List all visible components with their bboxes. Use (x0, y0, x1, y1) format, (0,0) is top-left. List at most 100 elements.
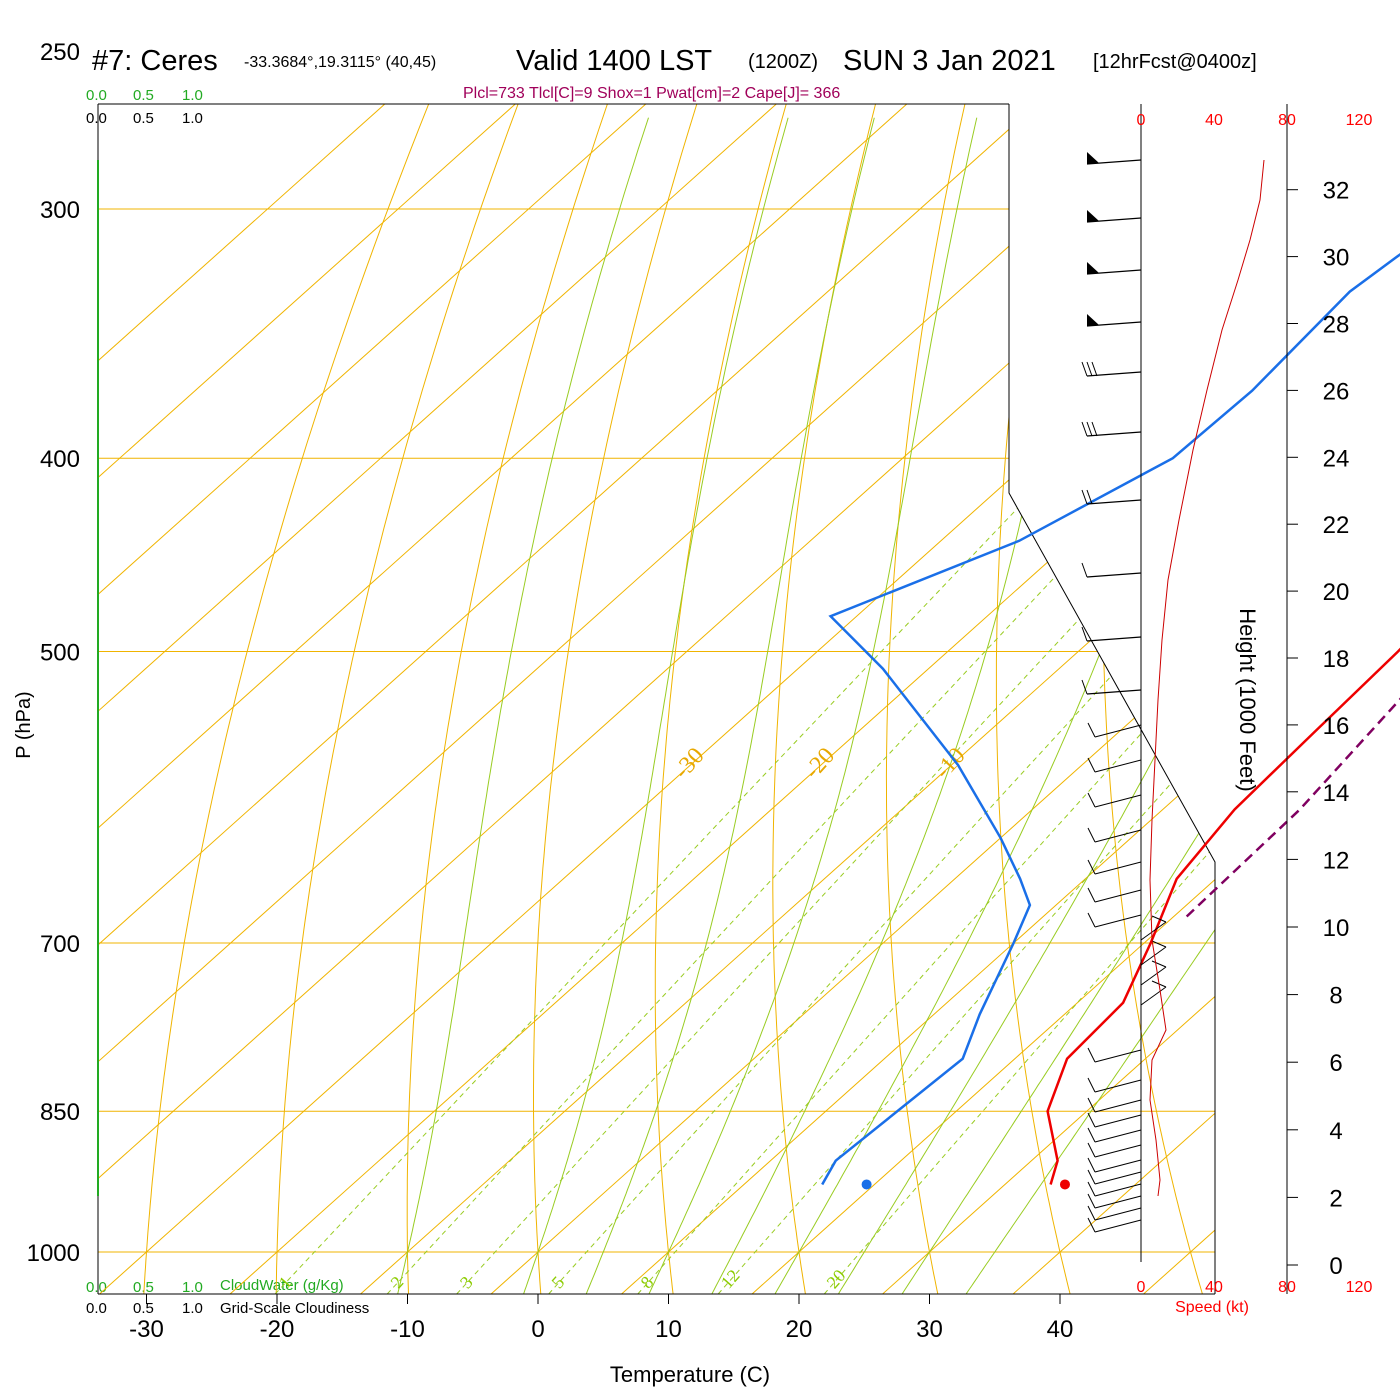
station-name: #7: Ceres (92, 45, 218, 77)
zulu-time: (1200Z) (748, 51, 818, 73)
temperature-line (1046, 647, 1400, 1185)
mixing-ratio-label: 20 (823, 1266, 850, 1293)
speed-axis-label: Speed (kt) (1175, 1299, 1249, 1316)
wind-barb-feather (1091, 361, 1098, 377)
wind-barb (1094, 1049, 1142, 1063)
wind-barb-flag (1087, 210, 1099, 222)
mixing-ratio-line (456, 478, 1211, 1294)
cloudiness-tick: 1.0 (182, 110, 203, 127)
x-axis: Temperature (C) -30 -20 -10 0 10 20 30 40 (129, 1294, 1073, 1387)
cloudiness-tick: 1.0 (182, 1300, 203, 1317)
wind-barb (1086, 269, 1142, 275)
wind-barb (1087, 792, 1096, 808)
wind-barb (1086, 572, 1142, 578)
wind-barb (1086, 371, 1142, 377)
wind-barb (1086, 217, 1142, 223)
dry-adiabat (1306, 104, 1400, 1294)
cloudwater-tick: 1.0 (182, 1279, 203, 1296)
dry-adiabat (275, 104, 519, 1294)
isotherms (98, 104, 1215, 1294)
wind-barb (1087, 1157, 1096, 1173)
wind-barb (1086, 499, 1142, 505)
mixing-ratio-label: 5 (548, 1272, 569, 1292)
height-tick-label: 32 (1323, 178, 1350, 205)
dry-adiabat (772, 104, 877, 1294)
isotherm (98, 104, 516, 1294)
wind-barb (1094, 889, 1142, 903)
height-tick-label: 14 (1323, 780, 1350, 807)
station-coords: -33.3684°,19.3115° (40,45) (244, 54, 436, 71)
wind-barb (1086, 636, 1142, 642)
wind-barb-feather (1081, 562, 1088, 578)
wind-barb (1087, 1097, 1096, 1113)
pressure-tick-label: 700 (40, 931, 80, 958)
wind-barb (1094, 724, 1142, 738)
height-tick-label: 10 (1323, 915, 1350, 942)
thermo-grid (98, 104, 1400, 1294)
wind-barb-feather (1081, 626, 1088, 642)
isotherm (98, 104, 777, 1294)
isotherm (751, 104, 1215, 1294)
isotherm (882, 104, 1215, 1294)
height-tick-label: 30 (1323, 245, 1350, 272)
wind-barb (1094, 1129, 1142, 1143)
speed-tick-label: 40 (1205, 112, 1223, 129)
wind-barb-feather (1086, 489, 1093, 505)
wind-barbs (1081, 152, 1167, 1233)
wind-barb-feather (1081, 489, 1088, 505)
wind-barb (1086, 159, 1142, 165)
speed-tick-label: 80 (1278, 112, 1296, 129)
height-tick-label: 0 (1329, 1253, 1342, 1280)
isotherm (490, 104, 1215, 1294)
moist-adiabat (901, 117, 1215, 1294)
height-tick-label: 28 (1323, 312, 1350, 339)
moist-adiabat (648, 117, 978, 1294)
y-axis: P (hPa) 250 300 400 500 700 850 1000 (13, 39, 80, 1267)
wind-barb-feather (1086, 361, 1093, 377)
cloud-scale-bottom: 0.0 0.5 1.0 CloudWater (g/Kg) 0.0 0.5 1.… (86, 1277, 369, 1317)
wind-barb (1094, 1207, 1142, 1221)
wind-barb-feather (1081, 361, 1088, 377)
wind-barb (1087, 1205, 1096, 1221)
dry-adiabat (995, 104, 1071, 1294)
pressure-tick-label: 1000 (27, 1240, 80, 1267)
wind-barb (1087, 1217, 1096, 1233)
speed-tick-label: 120 (1346, 112, 1373, 129)
parcel-line (1184, 697, 1400, 919)
height-tick-label: 12 (1323, 847, 1350, 874)
mixing-ratio-line (274, 478, 1046, 1294)
isotherm (229, 104, 1215, 1294)
height-tick-label: 16 (1323, 713, 1350, 740)
dry-adiabat (885, 104, 966, 1294)
forecast-date: SUN 3 Jan 2021 (843, 45, 1056, 77)
stability-indices: Plcl=733 Tlcl[C]=9 Shox=1 Pwat[cm]=2 Cap… (463, 85, 840, 102)
wind-barb (1140, 986, 1167, 1006)
mixing-ratio-label: 12 (717, 1266, 744, 1293)
moist-adiabat (837, 117, 1215, 1294)
wind-barb (1151, 915, 1167, 923)
dry-adiabat (654, 104, 787, 1294)
cloudwater-tick: 0.5 (133, 87, 154, 104)
isotherm-label: -20 (799, 743, 840, 784)
x-tick-label: 10 (655, 1316, 682, 1343)
moist-adiabat (711, 117, 1102, 1294)
wind-barb-feather (1086, 421, 1093, 437)
height-tick-label: 4 (1329, 1118, 1342, 1145)
height-tick-label: 20 (1323, 579, 1350, 606)
isotherm (621, 104, 1215, 1294)
wind-barb (1087, 1193, 1096, 1209)
moist-adiabat (585, 117, 875, 1294)
speed-tick-label: 40 (1205, 1279, 1223, 1296)
wind-barb (1094, 759, 1142, 773)
wind-barb (1087, 1181, 1096, 1197)
moist-adiabats (397, 117, 1215, 1294)
wind-barb (1087, 827, 1096, 843)
cloudiness-tick: 0.5 (133, 1300, 154, 1317)
height-tick-label: 26 (1323, 378, 1350, 405)
wind-barb (1094, 1159, 1142, 1173)
dry-adiabats (143, 104, 1400, 1294)
mixing-ratio-label: 3 (456, 1272, 477, 1292)
wind-barb-feather (1081, 679, 1088, 695)
wind-barb (1094, 1144, 1142, 1158)
